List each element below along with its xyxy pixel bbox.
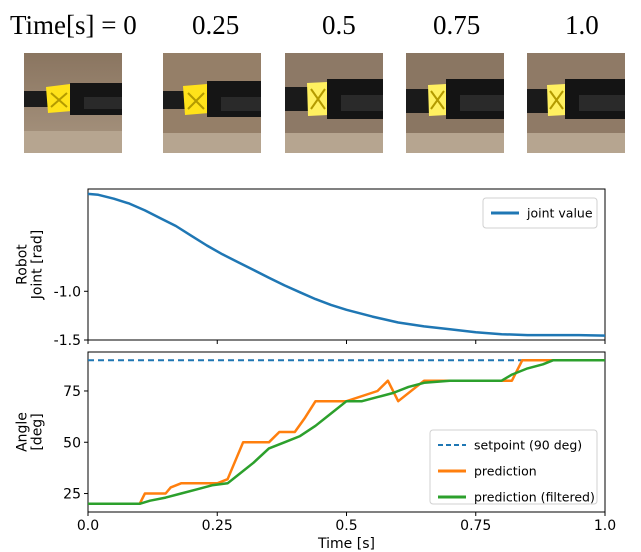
y-tick-label: -1.5 xyxy=(54,333,81,349)
x-tick-label: 0.5 xyxy=(335,518,357,534)
y-tick-label: -1.0 xyxy=(54,284,81,300)
frame-thumbnail-1 xyxy=(527,53,625,153)
y-axis-label: Joint [rad] xyxy=(30,230,46,301)
series-line-0-0 xyxy=(87,192,606,337)
x-tick-label: 1.0 xyxy=(594,518,616,534)
frame-thumbnail-0 xyxy=(24,53,122,153)
legend-box-0 xyxy=(482,197,598,229)
y-tick-label: 50 xyxy=(63,435,81,451)
x-axis-label: Time [s] xyxy=(317,536,375,552)
time-label-1: 1.0 xyxy=(565,10,599,40)
x-tick-label: 0.25 xyxy=(202,518,233,534)
y-tick-label: 75 xyxy=(63,384,81,400)
y-axis-label: Angle xyxy=(15,412,31,452)
frame-thumbnail-025 xyxy=(163,53,261,153)
legend-label: setpoint (90 deg) xyxy=(474,438,582,453)
legend-label: prediction (filtered) xyxy=(474,490,595,505)
y-axis-label: [deg] xyxy=(30,413,46,450)
x-tick-label: 0.75 xyxy=(460,518,491,534)
frame-thumbnail-075 xyxy=(406,53,504,153)
y-axis-label: Robot xyxy=(15,244,31,285)
frame-thumbnail-05 xyxy=(285,53,383,153)
time-label-025: 0.25 xyxy=(192,10,240,40)
time-label-075: 0.75 xyxy=(433,10,481,40)
time-strip: Time[s] = 0 0.25 0.5 0.75 1.0 xyxy=(0,0,641,165)
legend-label: joint value xyxy=(526,206,593,221)
time-label-0: Time[s] = 0 xyxy=(10,10,137,40)
y-tick-label: 25 xyxy=(63,487,81,503)
legend-label: prediction xyxy=(474,464,537,479)
series-line-1-2 xyxy=(88,358,605,506)
legend-box-1 xyxy=(429,429,598,505)
time-label-05: 0.5 xyxy=(322,10,356,40)
x-tick-label: 0.0 xyxy=(77,518,99,534)
